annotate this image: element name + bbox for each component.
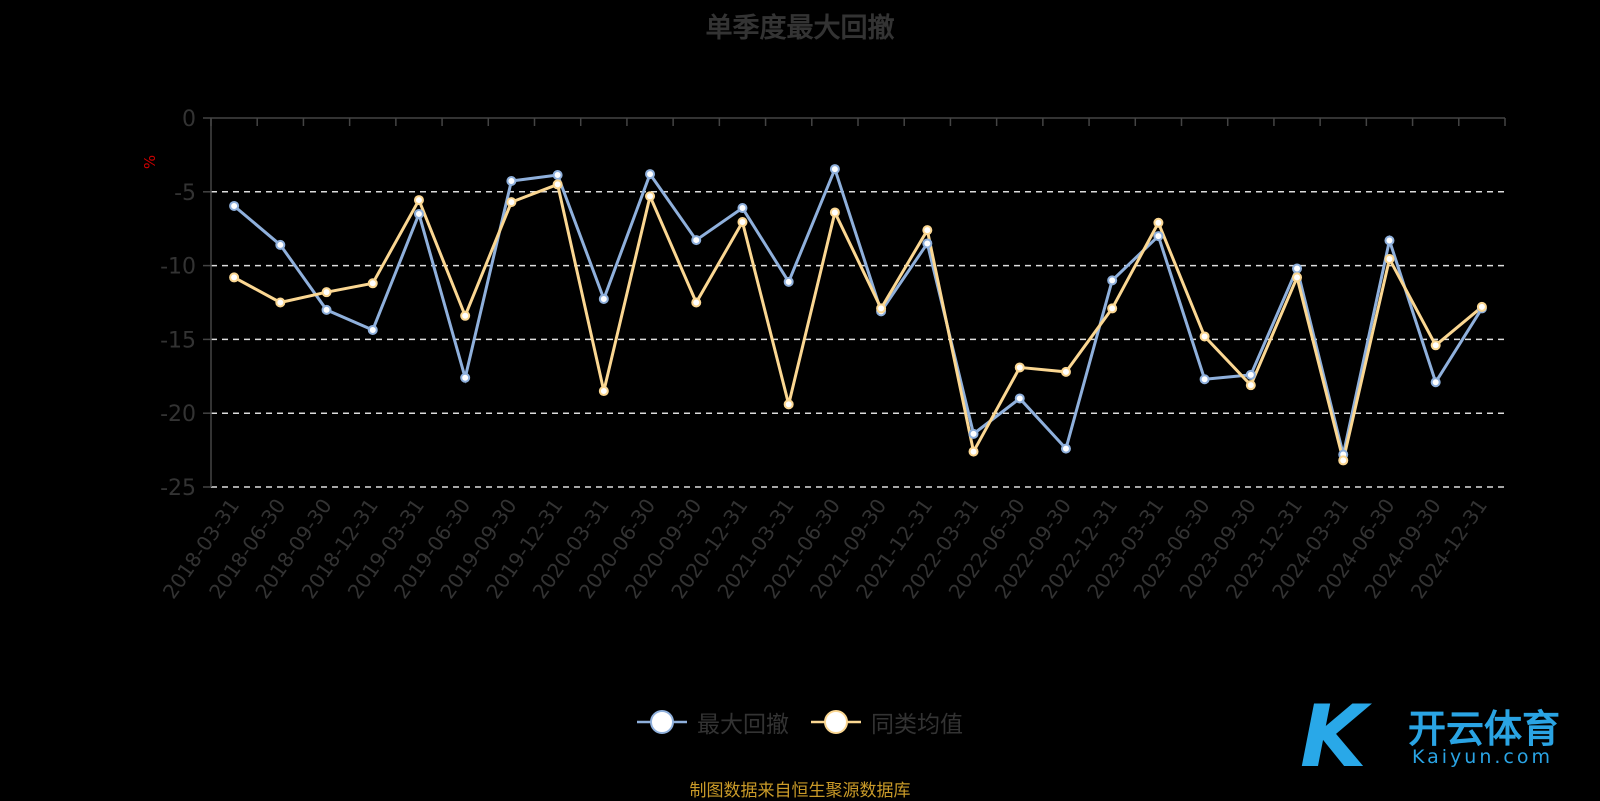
y-axis-label: % <box>141 155 159 169</box>
data-point-0 <box>1384 235 1395 246</box>
series-line-0 <box>233 164 1484 455</box>
data-point-0 <box>367 324 378 335</box>
data-point-1 <box>968 446 979 457</box>
data-point-0 <box>413 208 424 219</box>
data-point-1 <box>1384 253 1395 264</box>
data-point-1 <box>1338 455 1349 466</box>
data-point-1 <box>413 195 424 206</box>
data-point-1 <box>321 287 332 298</box>
data-point-0 <box>275 239 286 250</box>
data-point-1 <box>1153 217 1164 228</box>
data-point-0 <box>783 276 794 287</box>
data-point-1 <box>367 278 378 289</box>
data-point-0 <box>506 176 517 187</box>
data-point-0 <box>1199 374 1210 385</box>
data-point-1 <box>1292 272 1303 283</box>
data-point-1 <box>737 217 748 228</box>
data-point-0 <box>1245 369 1256 380</box>
data-point-0 <box>321 304 332 315</box>
y-tick-label: -10 <box>160 255 196 280</box>
data-point-0 <box>1107 275 1118 286</box>
logo-text-cn: 开云体育 <box>1408 707 1561 751</box>
data-point-1 <box>1107 303 1118 314</box>
data-point-1 <box>1199 331 1210 342</box>
data-point-0 <box>1292 263 1303 274</box>
legend-label: 同类均值 <box>871 712 963 738</box>
data-point-1 <box>1430 340 1441 351</box>
data-point-1 <box>229 272 240 283</box>
data-point-0 <box>922 238 933 249</box>
data-point-0 <box>829 164 840 175</box>
data-point-1 <box>691 297 702 308</box>
legend-marker-yellow-icon <box>811 710 861 734</box>
legend: 最大回撤 同类均值 <box>0 705 1600 739</box>
data-point-0 <box>1430 377 1441 388</box>
data-point-1 <box>876 303 887 314</box>
data-point-0 <box>1014 393 1025 404</box>
data-point-0 <box>737 203 748 214</box>
data-point-1 <box>783 399 794 410</box>
legend-item-max-drawdown[interactable]: 最大回撤 <box>637 705 789 739</box>
data-point-0 <box>968 428 979 439</box>
data-point-0 <box>552 169 563 180</box>
data-point-1 <box>552 179 563 190</box>
line-chart: 0-5-10-15-20-25%2018-03-312018-06-302018… <box>141 107 1506 603</box>
data-point-1 <box>598 386 609 397</box>
data-point-1 <box>922 225 933 236</box>
data-point-1 <box>829 207 840 218</box>
data-point-1 <box>1245 380 1256 391</box>
data-point-0 <box>1060 443 1071 454</box>
data-point-1 <box>275 297 286 308</box>
chart-title: 单季度最大回撤 <box>705 13 895 44</box>
data-point-0 <box>229 200 240 211</box>
logo-text-en: Kaiyun.com <box>1412 746 1553 768</box>
legend-item-peer-average[interactable]: 同类均值 <box>811 705 963 739</box>
data-point-1 <box>1060 366 1071 377</box>
legend-label: 最大回撤 <box>697 712 789 738</box>
data-point-1 <box>1476 301 1487 312</box>
y-tick-label: -15 <box>160 328 196 353</box>
y-tick-label: -20 <box>160 402 196 427</box>
data-point-0 <box>1153 231 1164 242</box>
data-point-1 <box>506 197 517 208</box>
data-point-0 <box>598 293 609 304</box>
data-point-0 <box>691 235 702 246</box>
data-point-0 <box>460 372 471 383</box>
y-tick-label: -5 <box>174 181 196 206</box>
y-tick-label: 0 <box>182 107 196 132</box>
y-tick-label: -25 <box>160 476 196 501</box>
data-point-1 <box>1014 362 1025 373</box>
data-point-1 <box>460 310 471 321</box>
source-note: 制图数据来自恒生聚源数据库 <box>689 781 911 801</box>
data-point-1 <box>645 191 656 202</box>
data-point-0 <box>645 169 656 180</box>
legend-marker-blue-icon <box>637 710 687 734</box>
series-line-1 <box>233 182 1483 461</box>
logo-mark: K <box>1300 687 1367 787</box>
watermark-logo: K 开云体育 Kaiyun.com <box>1300 692 1590 792</box>
